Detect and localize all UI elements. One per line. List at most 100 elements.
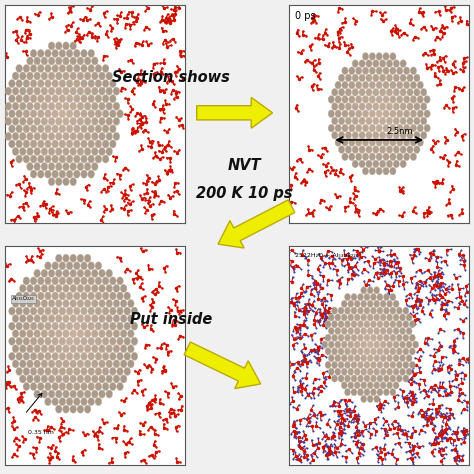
Circle shape [45,322,51,330]
Circle shape [77,57,84,65]
Circle shape [387,300,392,308]
Circle shape [361,300,367,308]
Circle shape [55,254,62,262]
Circle shape [63,57,69,65]
Circle shape [48,57,55,65]
Circle shape [55,375,62,383]
Circle shape [124,322,130,330]
Circle shape [12,132,19,140]
Circle shape [354,382,360,389]
Circle shape [5,117,12,125]
Circle shape [41,360,48,368]
Circle shape [393,131,400,139]
Circle shape [328,341,334,348]
Circle shape [414,74,420,82]
Circle shape [9,140,15,148]
Circle shape [352,131,358,139]
Circle shape [73,307,80,315]
Circle shape [66,322,73,330]
Circle shape [45,110,51,118]
Circle shape [420,103,427,110]
Circle shape [371,334,376,341]
Circle shape [30,95,37,103]
Circle shape [390,361,396,369]
Circle shape [387,341,392,348]
Circle shape [59,110,66,118]
Circle shape [371,307,376,314]
Circle shape [349,96,355,103]
Circle shape [109,95,116,103]
Circle shape [37,307,44,315]
Text: Section shows: Section shows [112,70,229,85]
Circle shape [55,390,62,398]
Circle shape [45,352,51,360]
Circle shape [70,147,76,155]
Circle shape [102,352,109,360]
Circle shape [102,140,109,148]
Circle shape [27,315,33,323]
Circle shape [341,368,347,375]
Circle shape [88,140,94,148]
Circle shape [99,345,105,353]
Circle shape [335,96,341,103]
Circle shape [352,89,358,96]
Circle shape [34,284,40,292]
Circle shape [331,307,337,314]
Circle shape [383,375,389,382]
Circle shape [351,348,357,355]
Circle shape [348,341,354,348]
Circle shape [124,337,130,345]
Circle shape [23,322,30,330]
Circle shape [81,140,87,148]
Text: 2522H₂O + Al₅₃₁O₂₂₆: 2522H₂O + Al₅₃₁O₂₂₆ [294,253,358,258]
Circle shape [99,132,105,140]
Circle shape [88,49,94,57]
Circle shape [359,103,365,110]
Circle shape [81,352,87,360]
Circle shape [356,67,362,74]
Circle shape [95,140,102,148]
Circle shape [88,367,94,375]
Circle shape [70,345,76,353]
Circle shape [77,405,84,413]
Circle shape [354,355,360,362]
Circle shape [354,341,360,348]
Circle shape [84,375,91,383]
Circle shape [357,361,364,369]
Circle shape [19,284,26,292]
Circle shape [63,102,69,110]
Circle shape [84,284,91,292]
Circle shape [48,87,55,95]
Circle shape [377,361,383,369]
Circle shape [414,131,420,139]
Circle shape [373,89,379,96]
Circle shape [380,74,386,82]
Circle shape [23,64,30,73]
Circle shape [325,334,331,341]
Circle shape [128,315,134,323]
Circle shape [341,314,347,321]
Circle shape [109,352,116,360]
Circle shape [390,53,396,60]
Circle shape [406,368,412,375]
Circle shape [383,167,389,175]
Circle shape [34,102,40,110]
Circle shape [369,153,375,161]
Circle shape [27,117,33,125]
Circle shape [19,102,26,110]
Circle shape [106,360,112,368]
Circle shape [23,80,30,88]
Circle shape [95,110,102,118]
Circle shape [357,307,364,314]
Circle shape [424,124,430,132]
Circle shape [366,131,372,139]
Circle shape [70,72,76,80]
Circle shape [357,334,364,341]
Circle shape [131,307,138,315]
Circle shape [380,314,386,321]
Circle shape [345,361,350,369]
Circle shape [66,155,73,163]
Circle shape [52,277,58,285]
Circle shape [335,341,341,348]
Circle shape [376,53,383,60]
